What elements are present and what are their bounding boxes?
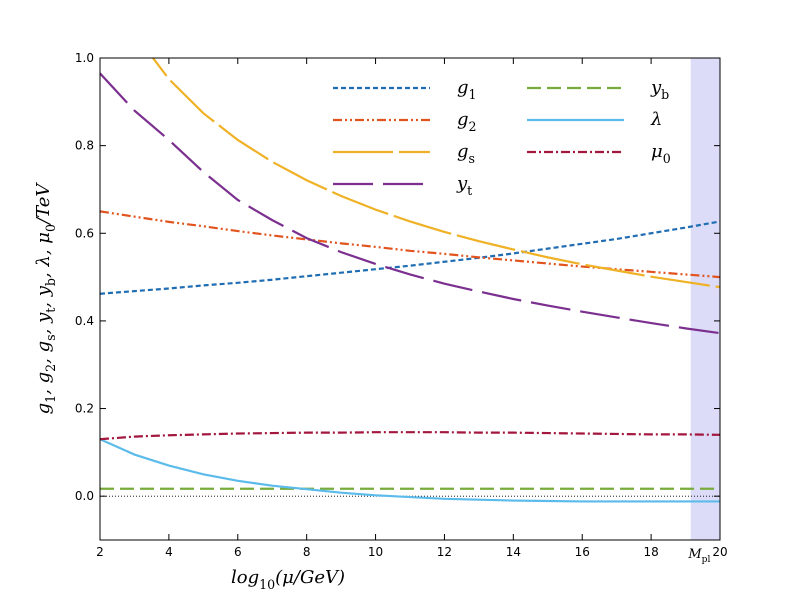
- legend-label: g1: [457, 77, 477, 102]
- y-tick-label: 0.6: [75, 226, 94, 240]
- plot-lines: [100, 58, 720, 503]
- x-axis-label: log10(μ/GeV): [231, 567, 345, 592]
- series-line: [100, 431, 720, 441]
- x-tick-label: 2: [96, 545, 104, 559]
- series-line: [100, 220, 720, 295]
- x-tick-label: 12: [437, 545, 452, 559]
- x-tick-label: 18: [643, 545, 658, 559]
- series-line: [151, 58, 720, 289]
- x-tick-label: 16: [575, 545, 590, 559]
- y-tick-label: 1.0: [75, 51, 94, 65]
- shade-region: [690, 58, 720, 540]
- y-tick-label: 0.2: [75, 401, 94, 415]
- legend-label: gs: [457, 141, 475, 166]
- x-tick-label: 4: [165, 545, 173, 559]
- series-line: [100, 438, 720, 503]
- legend-label: λ: [650, 109, 662, 130]
- y-tick-label: 0.4: [75, 313, 94, 327]
- shade-label: Mpl: [687, 547, 710, 565]
- y-tick-label: 0.0: [75, 489, 94, 503]
- x-tick-label: 8: [303, 545, 311, 559]
- series-line: [100, 72, 720, 335]
- x-tick-label: 20: [712, 545, 727, 559]
- y-tick-label: 0.8: [75, 138, 94, 152]
- y-axis-label: g1, g2, gs, yt, yb, λ, μ0/TeV: [33, 182, 58, 415]
- legend-label: μ0: [651, 141, 671, 166]
- x-tick-label: 14: [506, 545, 521, 559]
- legend-label: yt: [456, 173, 472, 198]
- x-tick-label: 10: [368, 545, 383, 559]
- legend-label: g2: [457, 109, 477, 134]
- x-tick-label: 6: [234, 545, 242, 559]
- series-line: [100, 210, 720, 279]
- legend-label: yb: [650, 77, 669, 102]
- plot-frame: [99, 57, 721, 541]
